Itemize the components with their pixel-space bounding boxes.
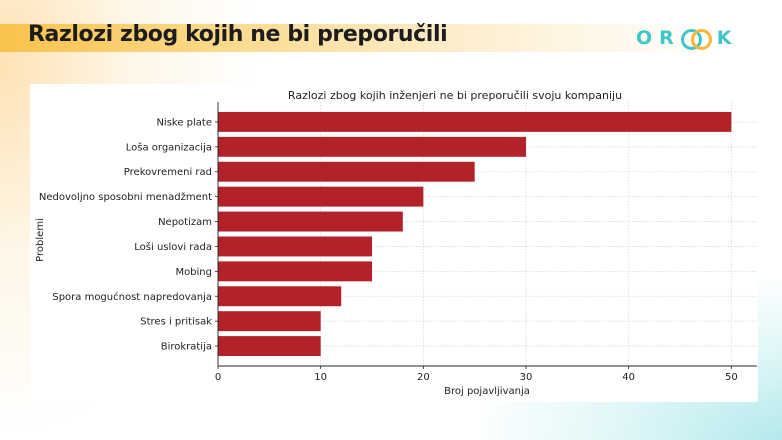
orok-logo: O R K xyxy=(636,26,733,50)
bar-2 xyxy=(218,136,526,157)
bar-8 xyxy=(218,286,342,307)
category-label: Stres i pritisak xyxy=(140,317,212,328)
logo-letter-k: K xyxy=(716,27,733,49)
x-axis-label: Broj pojavljivanja xyxy=(444,386,530,397)
logo-letter-r: R xyxy=(659,27,675,49)
bar-chart: 0 10 20 30 40 50 Niske plate Loša organizacija P… xyxy=(35,89,757,397)
category-label: Niske plate xyxy=(156,117,212,128)
x-tick-label: 10 xyxy=(314,372,327,383)
bar-7 xyxy=(218,261,372,282)
chart-title: Razlozi zbog kojih inženjeri ne bi prepo… xyxy=(288,89,622,102)
chart-card: 0 10 20 30 40 50 Niske plate Loša organizacija P… xyxy=(30,84,758,402)
bar-4 xyxy=(218,186,424,207)
bar-10 xyxy=(218,336,321,357)
category-label: Mobing xyxy=(175,267,212,278)
x-tick-label: 20 xyxy=(417,372,430,383)
x-tick-label: 40 xyxy=(622,372,635,383)
x-tick-label: 50 xyxy=(725,372,738,383)
bar-9 xyxy=(218,311,321,332)
logo-letter-o: O xyxy=(636,27,654,49)
category-label: Prekovremeni rad xyxy=(124,167,212,178)
category-label: Spora mogućnost napredovanja xyxy=(52,291,212,303)
y-axis-label: Problemi xyxy=(35,218,46,262)
category-label: Loša organizacija xyxy=(126,141,212,153)
bar-layer xyxy=(218,111,732,357)
slide-title: Razlozi zbog kojih ne bi preporučili xyxy=(28,22,448,47)
bar-1 xyxy=(218,111,732,132)
title-highlight-band xyxy=(0,24,720,52)
category-label: Nepotizam xyxy=(158,217,212,228)
label-layer: 0 10 20 30 40 50 Niske plate Loša organizacija P… xyxy=(39,117,738,383)
axis-layer xyxy=(217,102,757,367)
x-tick-label: 0 xyxy=(215,372,221,383)
category-label: Nedovoljno sposobni menadžment xyxy=(39,191,212,203)
category-label: Birokratija xyxy=(161,342,212,353)
category-label: Loši uslovi rada xyxy=(134,241,212,253)
logo-ring-orange xyxy=(690,29,712,50)
bar-5 xyxy=(218,211,403,232)
logo-rings-icon xyxy=(680,28,712,50)
x-tick-label: 30 xyxy=(520,372,533,383)
bar-6 xyxy=(218,236,372,257)
bar-3 xyxy=(218,161,475,182)
